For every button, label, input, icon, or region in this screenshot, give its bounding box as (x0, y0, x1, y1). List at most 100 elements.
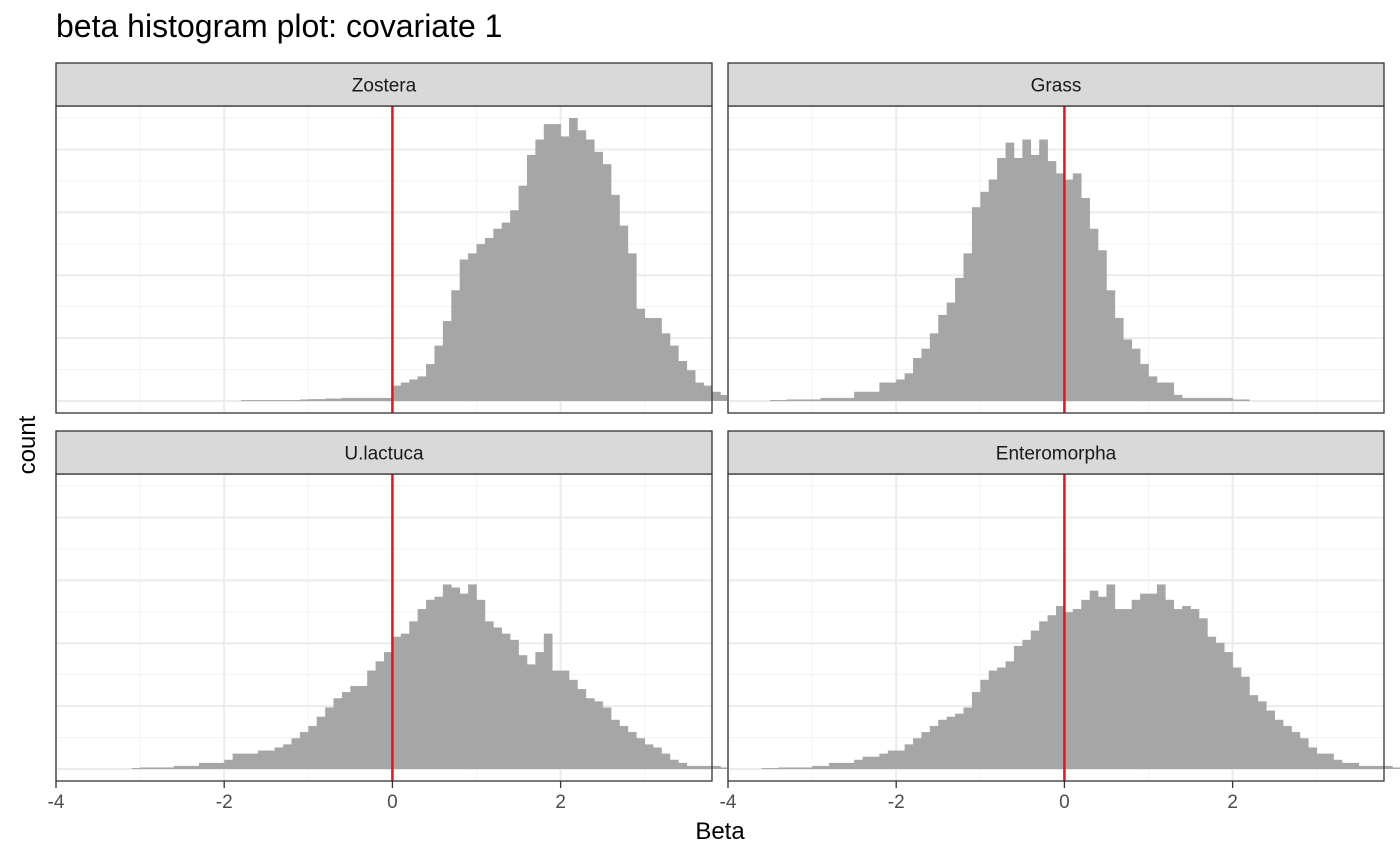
facet-strip-label: U.lactuca (344, 444, 424, 465)
histogram-bar (241, 753, 250, 769)
x-tick-label: 0 (387, 792, 398, 813)
histogram-bar (837, 397, 847, 401)
histogram-bar (812, 765, 821, 769)
histogram-bar (1207, 636, 1217, 769)
histogram-bar (1013, 157, 1023, 401)
histogram-bar (879, 382, 889, 401)
histogram-bar (1333, 759, 1343, 769)
histogram-bar (392, 636, 402, 769)
histogram-bar (1123, 339, 1132, 401)
histogram-bar (636, 308, 646, 401)
histogram-bar (375, 397, 385, 401)
histogram-bar (291, 738, 301, 769)
x-tick-label: 2 (1227, 792, 1238, 813)
histogram-bar (426, 364, 435, 401)
histogram-bar (921, 348, 931, 401)
histogram-bar (1089, 590, 1099, 769)
histogram-bar (1013, 645, 1023, 769)
histogram-bar (577, 689, 587, 769)
histogram-bar (1030, 630, 1040, 769)
histogram-bar (1190, 397, 1200, 401)
histogram-bar (451, 587, 460, 769)
histogram-bar (173, 765, 183, 769)
histogram-bar (1249, 695, 1259, 769)
histogram-bar (896, 750, 905, 769)
histogram-bar (1005, 142, 1015, 401)
histogram-bar (786, 399, 796, 401)
histogram-bar (938, 719, 947, 769)
histogram-bar (400, 382, 410, 401)
histogram-bar (803, 767, 813, 769)
histogram-bar (1148, 376, 1158, 401)
histogram-bar (526, 664, 536, 769)
histogram-bar (148, 767, 158, 769)
histogram-bar (1182, 397, 1191, 401)
histogram-bar (946, 716, 956, 769)
histogram-bar (476, 599, 486, 769)
histogram-bar (367, 670, 376, 769)
histogram-bar (1165, 382, 1175, 401)
histogram-bar (501, 633, 511, 769)
histogram-bar (870, 756, 880, 769)
histogram-bar (510, 210, 519, 401)
histogram-bar (602, 164, 612, 401)
histogram-bar (1241, 399, 1250, 401)
histogram-bar (929, 333, 939, 401)
histogram-bar (1224, 397, 1233, 401)
histogram-bar (1198, 397, 1208, 401)
histogram-bar (1072, 173, 1082, 401)
histogram-bar (224, 759, 233, 769)
histogram-bar (1207, 397, 1217, 401)
histogram-bar (585, 139, 595, 402)
histogram-bar (1384, 765, 1393, 769)
histogram-bar (980, 679, 990, 769)
histogram-bar (854, 391, 863, 401)
histogram-bar (1064, 179, 1074, 401)
facet-strip (727, 62, 1385, 107)
histogram-bar (1140, 364, 1149, 401)
histogram-bar (257, 400, 267, 401)
histogram-bar (627, 253, 637, 401)
histogram-bar (1056, 605, 1065, 769)
histogram-bar (1241, 676, 1250, 769)
histogram-bar (266, 400, 275, 401)
facet-strip (55, 430, 713, 475)
histogram-bar (1106, 584, 1116, 769)
histogram-bar (845, 762, 855, 769)
histogram-bar (669, 345, 679, 401)
histogram-bar (1274, 719, 1284, 769)
histogram-bar (678, 361, 688, 401)
histogram-bar (828, 762, 838, 769)
histogram-bar (552, 124, 561, 402)
histogram-bar (980, 191, 990, 401)
histogram-bar (812, 399, 821, 401)
histogram-bar (198, 762, 208, 769)
histogram-bar (493, 627, 503, 769)
histogram-bar (577, 130, 587, 401)
histogram-bar (215, 762, 225, 769)
histogram-bar (988, 179, 998, 401)
histogram-bar (1215, 397, 1225, 401)
histogram-bar (552, 670, 561, 769)
histogram-bar (1047, 615, 1057, 769)
histogram-bar (274, 747, 284, 769)
histogram-bar (1325, 753, 1334, 769)
histogram-bar (627, 732, 637, 769)
histogram-bar (316, 716, 326, 769)
histogram-bar (712, 765, 721, 769)
histogram-bar (417, 376, 427, 401)
histogram-bar (283, 744, 292, 769)
histogram-bar (862, 756, 872, 769)
histogram-bar (182, 765, 191, 769)
histogram-bar (257, 750, 267, 769)
histogram-bar (535, 139, 545, 402)
histogram-bar (887, 750, 897, 769)
histogram-bar (207, 762, 217, 769)
histogram-bar (870, 391, 880, 401)
histogram-bar (997, 157, 1006, 401)
histogram-bar (1123, 609, 1132, 769)
histogram-bar (1064, 612, 1074, 769)
histogram-bar (795, 399, 804, 401)
histogram-bar (510, 639, 519, 769)
histogram-bar (761, 768, 771, 769)
